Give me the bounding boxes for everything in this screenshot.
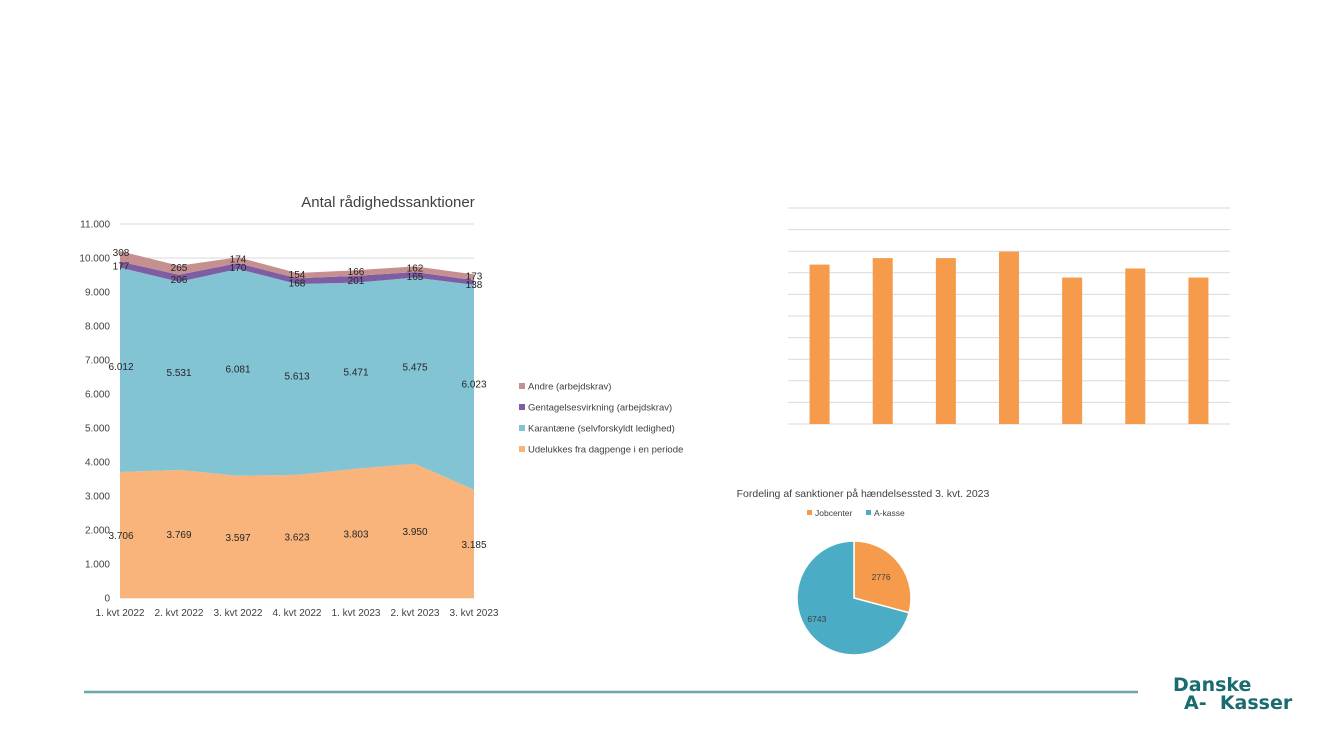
area-y-tick-label: 0 — [104, 594, 110, 605]
area-x-tick-label: 1. kvt 2022 — [96, 608, 145, 619]
pie-legend-label: A-kasse — [874, 508, 905, 518]
pie-legend-swatch — [807, 510, 812, 515]
pie-chart-legend: Jobcenter A-kasse — [807, 508, 905, 518]
area-data-label: 3.597 — [225, 533, 250, 544]
area-data-label: 5.613 — [284, 371, 309, 382]
area-legend-label: Karantæne (selvforskyldt ledighed) — [528, 424, 675, 435]
area-data-label: 3.950 — [402, 527, 427, 538]
area-series-karantæne-selvforskyldt-ledighed — [120, 267, 474, 490]
area-x-tick-label: 4. kvt 2022 — [273, 608, 322, 619]
area-data-label: 174 — [230, 254, 247, 265]
area-data-label: 6.081 — [225, 364, 250, 375]
pie-chart-slices — [796, 540, 912, 656]
area-chart-data-labels: 3.706 3.769 3.597 3.623 3.803 3.950 3.185 6.012… — [108, 248, 486, 551]
area-data-label: 170 — [230, 263, 247, 274]
area-x-tick-label: 2. kvt 2023 — [391, 608, 440, 619]
area-y-tick-label: 2.000 — [85, 526, 110, 537]
area-x-tick-label: 3. kvt 2022 — [214, 608, 263, 619]
bar — [1188, 277, 1209, 424]
area-y-tick-label: 10.000 — [79, 254, 110, 265]
area-y-tick-label: 5.000 — [85, 424, 110, 435]
area-chart: Antal rådighedssanktioner 0 1.000 2.000 3.0… — [79, 194, 683, 619]
area-data-label: 138 — [466, 280, 483, 291]
area-data-label: 166 — [348, 267, 365, 278]
bar — [809, 264, 830, 424]
bar — [999, 251, 1019, 424]
pie-legend-swatch — [866, 510, 871, 515]
area-data-label: 165 — [407, 272, 424, 283]
area-series-gentagelsesvirkning-arbejdskrav — [120, 261, 474, 285]
pie-slice-jobcenter — [853, 540, 912, 614]
area-y-tick-label: 8.000 — [85, 322, 110, 333]
area-data-label: 3.185 — [461, 540, 486, 551]
area-legend-swatch — [519, 404, 525, 410]
area-data-label: 308 — [113, 248, 130, 259]
area-y-tick-label: 4.000 — [85, 458, 110, 469]
bar-chart — [788, 207, 1230, 425]
area-legend-label: Udelukkes fra dagpenge i en periode — [528, 445, 683, 456]
area-data-label: 6.023 — [461, 379, 486, 390]
bar — [872, 258, 893, 424]
area-chart-y-axis: 0 1.000 2.000 3.000 4.000 5.000 6.000 7.000 8.00… — [79, 220, 110, 605]
area-chart-legend: Andre (arbejdskrav) Gentagelsesvirkning (… — [519, 382, 683, 456]
area-y-tick-label: 9.000 — [85, 288, 110, 299]
area-data-label: 3.706 — [108, 531, 133, 542]
area-data-label: 6.012 — [108, 362, 133, 373]
logo-line-1: Danske — [1173, 674, 1251, 696]
area-y-tick-label: 6.000 — [85, 390, 110, 401]
area-data-label: 206 — [171, 275, 188, 286]
danske-a-kasser-logo: Danske A- Kasser — [1173, 674, 1293, 714]
area-legend-swatch — [519, 446, 525, 452]
area-legend-swatch — [519, 425, 525, 431]
pie-data-label: 6743 — [807, 614, 826, 624]
area-chart-x-axis: 1. kvt 2022 2. kvt 2022 3. kvt 2022 4. kvt … — [96, 608, 499, 619]
pie-chart-data-labels: 2776 6743 — [807, 572, 890, 624]
bar — [1125, 268, 1146, 424]
bar — [1062, 277, 1083, 424]
area-data-label: 3.769 — [166, 530, 191, 541]
pie-chart-title: Fordeling af sanktioner på hændelsessted… — [737, 488, 990, 500]
area-data-label: 162 — [407, 263, 424, 274]
area-legend-label: Andre (arbejdskrav) — [528, 382, 611, 393]
area-data-label: 5.471 — [343, 368, 368, 379]
area-x-tick-label: 1. kvt 2023 — [332, 608, 381, 619]
area-data-label: 3.803 — [343, 529, 368, 540]
area-y-tick-label: 1.000 — [85, 560, 110, 571]
area-x-tick-label: 2. kvt 2022 — [155, 608, 204, 619]
area-chart-title: Antal rådighedssanktioner — [301, 194, 474, 211]
area-series-udelukkes-fra-dagpenge-i-en-periode — [120, 463, 474, 598]
area-legend-label: Gentagelsesvirkning (arbejdskrav) — [528, 403, 672, 414]
area-data-label: 5.531 — [166, 368, 191, 379]
area-data-label: 177 — [113, 262, 130, 273]
area-data-label: 3.623 — [284, 532, 309, 543]
area-data-label: 168 — [289, 278, 306, 289]
area-y-tick-label: 11.000 — [80, 220, 110, 231]
area-data-label: 201 — [348, 276, 365, 287]
logo-line-2: A- Kasser — [1184, 692, 1293, 714]
area-data-label: 173 — [466, 271, 483, 282]
area-data-label: 154 — [289, 270, 306, 281]
pie-legend-label: Jobcenter — [815, 508, 852, 518]
bar — [935, 258, 956, 424]
pie-slice-a-kasse — [796, 540, 910, 656]
area-y-tick-label: 3.000 — [85, 492, 110, 503]
area-data-label: 5.475 — [402, 363, 427, 374]
area-legend-swatch — [519, 383, 525, 389]
area-y-tick-label: 7.000 — [85, 356, 110, 367]
pie-chart: Fordeling af sanktioner på hændelsessted… — [737, 488, 990, 656]
area-series-andre-arbejdskrav — [120, 251, 474, 281]
pie-data-label: 2776 — [872, 572, 891, 582]
area-chart-series — [120, 251, 474, 598]
area-x-tick-label: 3. kvt 2023 — [450, 608, 499, 619]
bar-chart-bars — [809, 251, 1209, 424]
area-data-label: 265 — [171, 263, 188, 274]
